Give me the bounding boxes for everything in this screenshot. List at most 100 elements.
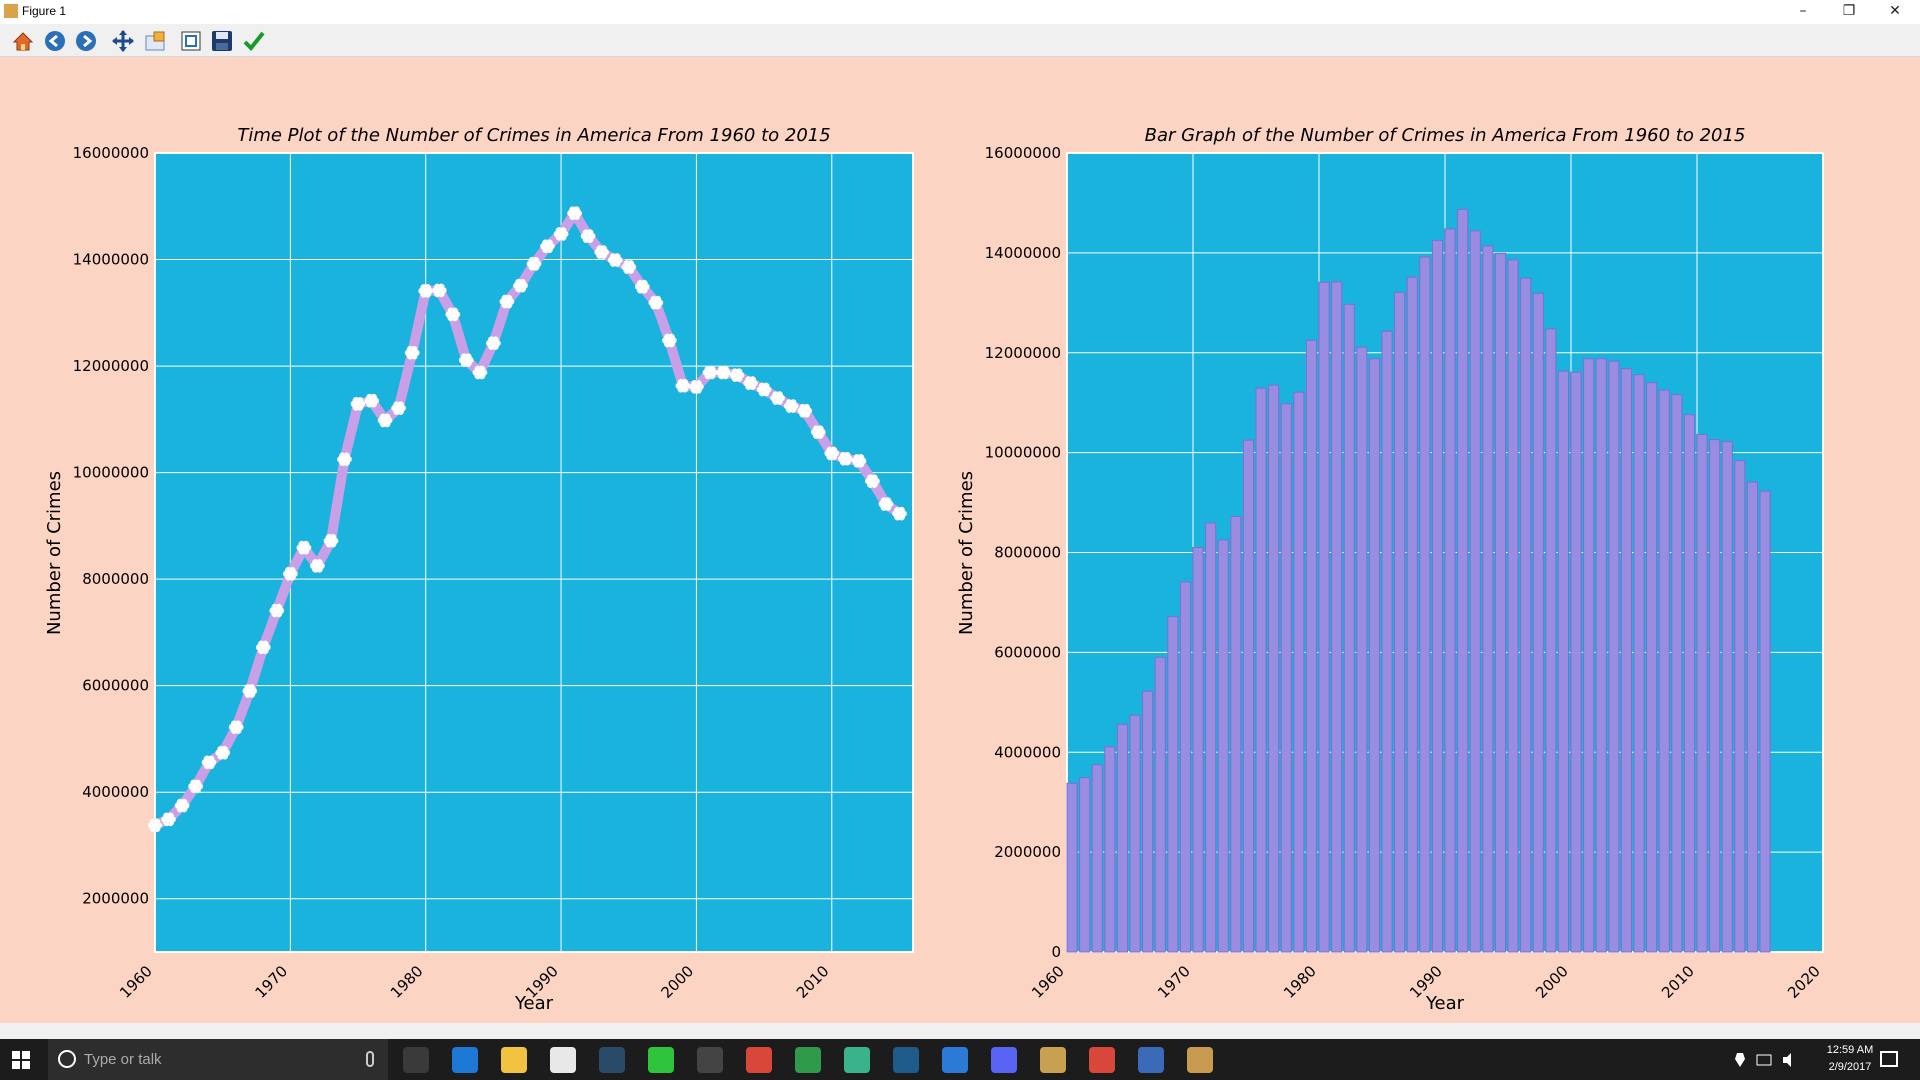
clock-time[interactable]: 12:59 AM	[1826, 1044, 1874, 1056]
bar	[1129, 714, 1141, 953]
back-arrow-icon[interactable]	[42, 28, 68, 54]
bar	[1595, 358, 1607, 953]
bar	[1721, 441, 1733, 953]
data-point-marker	[851, 453, 867, 468]
bar	[1570, 371, 1582, 953]
data-point-marker	[201, 755, 217, 770]
bar	[1759, 490, 1771, 953]
data-point-marker	[837, 451, 853, 466]
y-tick-label: 8000000	[82, 570, 149, 588]
maximize-button[interactable]: ❐	[1842, 3, 1856, 19]
x-tick-label: 1960	[116, 962, 156, 1002]
bar	[1633, 374, 1645, 953]
edge-icon[interactable]	[452, 1047, 478, 1073]
time-plot: 1960 1970 1980 1990 2000 20102000000400000060…	[44, 125, 914, 1014]
bar	[1116, 723, 1129, 953]
camera-app-icon[interactable]	[1138, 1047, 1164, 1073]
store-icon[interactable]	[550, 1047, 576, 1073]
android-studio-icon[interactable]	[844, 1047, 870, 1073]
bar	[1696, 434, 1708, 953]
microphone-icon[interactable]	[366, 1051, 374, 1067]
pan-icon[interactable]	[110, 28, 136, 54]
bar	[1671, 394, 1683, 953]
data-point-marker	[404, 345, 420, 360]
bar	[1444, 228, 1456, 953]
bar	[1205, 522, 1217, 953]
y-tick-label: 4000000	[994, 743, 1061, 761]
data-point-marker	[485, 336, 501, 351]
bar	[1646, 382, 1658, 953]
edit-check-icon[interactable]	[241, 28, 267, 54]
bar	[1079, 777, 1091, 953]
matplotlib-figure-icon[interactable]	[1187, 1047, 1213, 1073]
navigation-toolbar	[0, 24, 1920, 57]
y-tick-label: 12000000	[985, 344, 1061, 362]
y-tick-label: 12000000	[73, 357, 149, 375]
notifications-icon[interactable]	[1880, 1051, 1898, 1067]
data-point-marker	[675, 378, 691, 393]
minimize-button[interactable]: –	[1799, 3, 1807, 19]
x-tick-label: 1970	[1154, 962, 1194, 1002]
configure-subplots-icon[interactable]	[178, 28, 204, 54]
bar	[1734, 460, 1746, 953]
x-tick-label: 2010	[793, 962, 833, 1002]
data-point-marker	[770, 391, 786, 405]
data-point-marker	[878, 497, 894, 511]
time-plot-xlabel: Year	[514, 993, 554, 1014]
y-tick-label: 0	[1051, 943, 1061, 961]
blender-icon[interactable]	[697, 1047, 723, 1073]
forward-arrow-icon[interactable]	[73, 28, 99, 54]
bar	[1620, 368, 1633, 953]
y-tick-label: 10000000	[985, 444, 1061, 462]
data-point-marker	[309, 558, 325, 573]
data-point-marker	[688, 379, 704, 394]
home-icon[interactable]	[10, 28, 36, 54]
bar	[1394, 291, 1406, 953]
system-tray-icons[interactable]	[1733, 1051, 1803, 1069]
task-view-icon[interactable]	[403, 1047, 429, 1073]
outlook-icon[interactable]	[942, 1047, 968, 1073]
discord-icon[interactable]	[991, 1047, 1017, 1073]
save-icon[interactable]	[209, 28, 235, 54]
data-point-marker	[269, 603, 285, 618]
bar	[1520, 277, 1532, 953]
zoom-icon[interactable]	[142, 28, 168, 54]
visual-studio-icon[interactable]	[893, 1047, 919, 1073]
data-point-marker	[323, 533, 339, 548]
bar	[1242, 439, 1255, 953]
close-button[interactable]: ✕	[1889, 3, 1901, 19]
y-tick-label: 14000000	[73, 251, 149, 269]
data-point-marker	[540, 239, 555, 254]
search-placeholder: Type or talk	[84, 1051, 162, 1068]
bar	[1280, 403, 1292, 953]
y-tick-label: 6000000	[994, 643, 1061, 661]
bar	[1142, 690, 1154, 953]
status-strip	[0, 1023, 1920, 1039]
data-point-marker	[188, 779, 204, 794]
data-point-marker	[296, 540, 312, 555]
x-tick-label: 2000	[658, 962, 698, 1002]
y-tick-label: 16000000	[985, 144, 1061, 162]
media-app-icon[interactable]	[1040, 1047, 1066, 1073]
bar	[1381, 330, 1393, 953]
green-triangle-app-icon[interactable]	[648, 1047, 674, 1073]
x-tick-label: 1970	[251, 962, 291, 1002]
data-point-marker	[621, 260, 637, 274]
data-point-marker	[580, 229, 596, 244]
file-explorer-icon[interactable]	[501, 1047, 527, 1073]
chrome-icon[interactable]	[746, 1047, 772, 1073]
bar	[1230, 516, 1242, 953]
clock-date[interactable]: 2/9/2017	[1828, 1061, 1872, 1073]
data-point-marker	[661, 333, 677, 348]
windows-start-icon[interactable]	[12, 1051, 30, 1069]
chrome-active-icon[interactable]	[1089, 1047, 1115, 1073]
bar	[1457, 208, 1469, 953]
taskbar-search-box[interactable]	[48, 1039, 388, 1080]
bar-graph-ylabel: Number of Crimes	[956, 471, 977, 635]
steam-icon[interactable]	[599, 1047, 625, 1073]
spreadsheet-app-icon[interactable]	[795, 1047, 821, 1073]
data-point-marker	[282, 566, 298, 581]
bar	[1217, 539, 1229, 953]
time-plot-title: Time Plot of the Number of Crimes in Ame…	[237, 125, 830, 146]
data-point-marker	[892, 506, 907, 521]
